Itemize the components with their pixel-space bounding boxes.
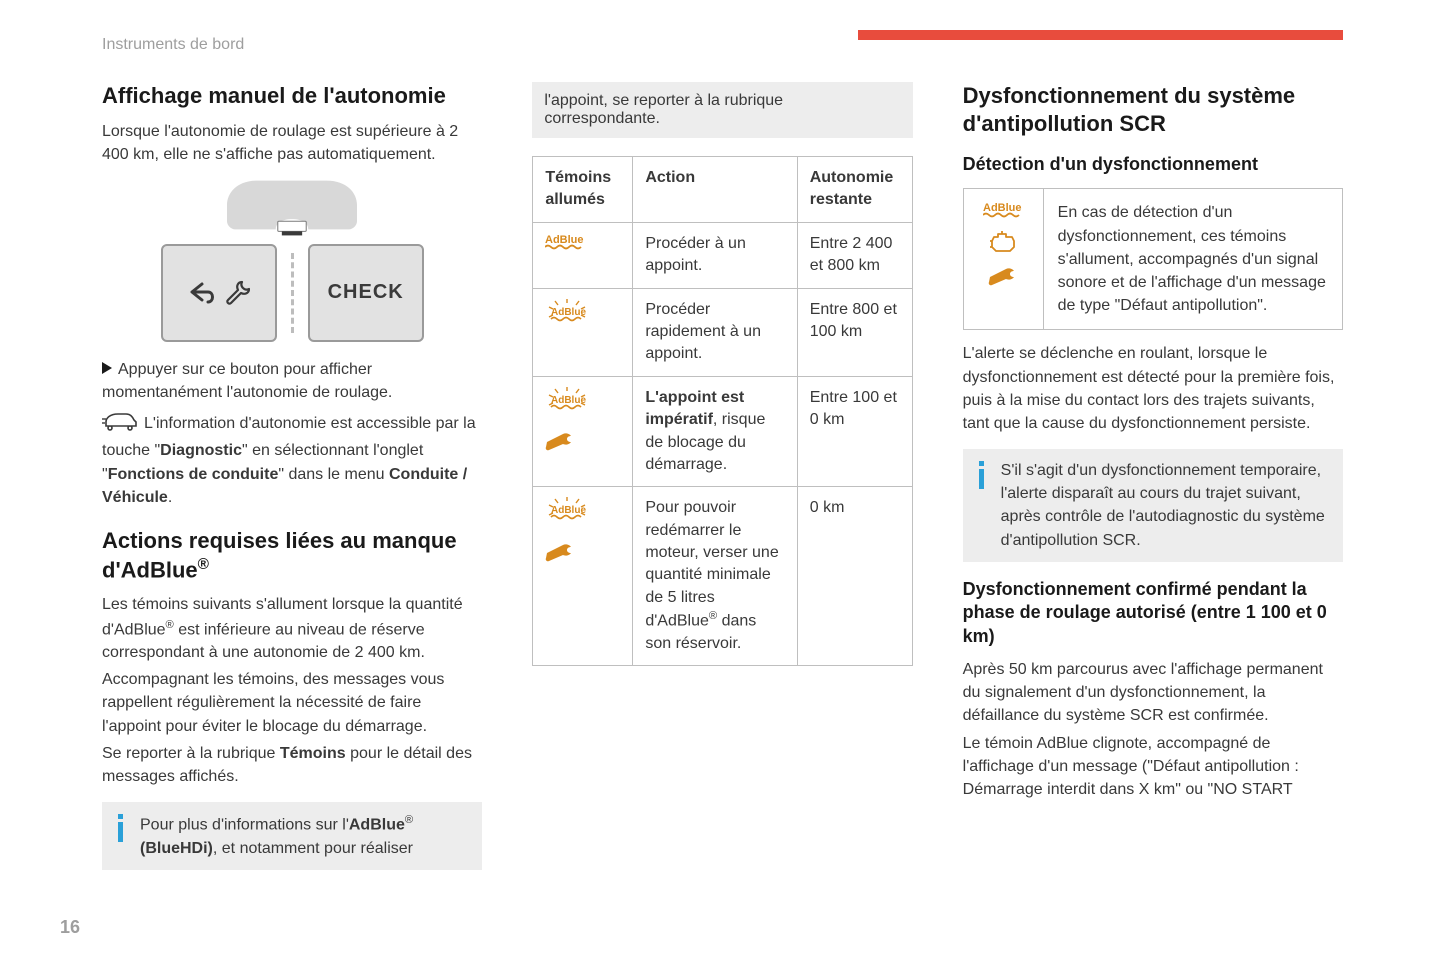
wrench-icon bbox=[224, 280, 250, 306]
back-wrench-button bbox=[161, 244, 277, 342]
range-cell: Entre 800 et 100 km bbox=[797, 288, 912, 376]
col3-p2: Après 50 km parcourus avec l'affichage p… bbox=[963, 658, 1343, 728]
adblue-flash-icon bbox=[545, 497, 591, 523]
range-cell: 0 km bbox=[797, 487, 912, 666]
t: Diagnostic bbox=[160, 442, 242, 459]
indicator-cell bbox=[533, 376, 633, 487]
indicator-cell bbox=[533, 222, 633, 288]
col1-heading-2: Actions requises liées au manque d'AdBlu… bbox=[102, 527, 482, 583]
range-cell: Entre 2 400 et 800 km bbox=[797, 222, 912, 288]
col1-heading: Affichage manuel de l'autonomie bbox=[102, 82, 482, 110]
content-columns: Affichage manuel de l'autonomie Lorsque … bbox=[102, 82, 1343, 870]
t: Actions requises liées au manque d'AdBlu… bbox=[102, 528, 457, 582]
buttons-illustration: CHECK bbox=[102, 244, 482, 342]
indicator-cell bbox=[533, 288, 633, 376]
info-continuation: l'appoint, se reporter à la rubrique cor… bbox=[532, 82, 912, 138]
table-row: L'appoint est impératif, risque de bloca… bbox=[533, 376, 912, 487]
malfunction-box: En cas de détection d'un dysfonctionneme… bbox=[963, 188, 1343, 330]
info-box-1: Pour plus d'informations sur l'AdBlue® (… bbox=[102, 802, 482, 870]
info-text: Pour plus d'informations sur l'AdBlue® (… bbox=[140, 812, 470, 860]
col3-subheading-1: Détection d'un dysfonctionnement bbox=[963, 153, 1343, 176]
indicator-cell bbox=[533, 487, 633, 666]
adblue-flash-icon bbox=[545, 299, 591, 325]
page-number: 16 bbox=[60, 917, 80, 938]
table-row: Procéder à un appoint. Entre 2 400 et 80… bbox=[533, 222, 912, 288]
t: , et notamment pour réaliser bbox=[213, 840, 413, 857]
col1-bullet-text: Appuyer sur ce bouton pour afficher mome… bbox=[102, 361, 392, 401]
info-box-2: S'il s'agit d'un dysfonctionnement tempo… bbox=[963, 449, 1343, 562]
wrench-orange-icon bbox=[988, 265, 1018, 287]
adblue-steady-icon bbox=[545, 233, 585, 251]
col1-bullet-line: Appuyer sur ce bouton pour afficher mome… bbox=[102, 358, 482, 404]
action-cell: Procéder rapidement à un appoint. bbox=[633, 288, 797, 376]
t: Se reporter à la rubrique bbox=[102, 745, 280, 762]
back-arrow-icon bbox=[188, 280, 216, 306]
column-3: Dysfonctionnement du système d'antipollu… bbox=[963, 82, 1343, 870]
col1-car-info: L'information d'autonomie est accessible… bbox=[102, 408, 482, 509]
car-icon bbox=[102, 408, 138, 439]
malfunction-text: En cas de détection d'un dysfonctionneme… bbox=[1044, 189, 1342, 329]
adblue-table: Témoins allumés Action Autonomie restant… bbox=[532, 156, 912, 666]
t: . bbox=[168, 489, 172, 506]
dashboard-illustration bbox=[102, 180, 482, 236]
range-cell: Entre 100 et 0 km bbox=[797, 376, 912, 487]
check-button: CHECK bbox=[308, 244, 424, 342]
t: " dans le menu bbox=[278, 466, 389, 483]
adblue-steady-icon bbox=[983, 201, 1023, 219]
col1-p2: Les témoins suivants s'allument lorsque … bbox=[102, 593, 482, 664]
info-text: S'il s'agit d'un dysfonctionnement tempo… bbox=[1001, 459, 1331, 552]
th-indicators: Témoins allumés bbox=[533, 157, 633, 223]
triangle-bullet-icon bbox=[102, 362, 112, 374]
adblue-flash-icon bbox=[545, 387, 591, 413]
column-2: l'appoint, se reporter à la rubrique cor… bbox=[532, 82, 912, 870]
wrench-orange-icon bbox=[545, 541, 575, 563]
col3-subheading-2: Dysfonctionnement confirmé pendant la ph… bbox=[963, 578, 1343, 648]
t: AdBlue bbox=[349, 816, 405, 833]
action-cell: Procéder à un appoint. bbox=[633, 222, 797, 288]
col3-p3: Le témoin AdBlue clignote, accompagné de… bbox=[963, 732, 1343, 802]
t: Pour plus d'informations sur l' bbox=[140, 816, 349, 833]
col1-intro: Lorsque l'autonomie de roulage est supér… bbox=[102, 120, 482, 166]
col1-p4: Se reporter à la rubrique Témoins pour l… bbox=[102, 742, 482, 788]
wrench-orange-icon bbox=[545, 430, 575, 452]
info-icon bbox=[114, 814, 128, 844]
action-cell: L'appoint est impératif, risque de bloca… bbox=[633, 376, 797, 487]
t: (BlueHDi) bbox=[140, 840, 213, 857]
col3-heading: Dysfonctionnement du système d'antipollu… bbox=[963, 82, 1343, 137]
col3-p1: L'alerte se déclenche en roulant, lorsqu… bbox=[963, 342, 1343, 435]
malfunction-icons bbox=[964, 189, 1044, 329]
accent-bar bbox=[858, 30, 1343, 40]
action-cell: Pour pouvoir redémarrer le moteur, verse… bbox=[633, 487, 797, 666]
column-1: Affichage manuel de l'autonomie Lorsque … bbox=[102, 82, 482, 870]
table-row: Procéder rapidement à un appoint. Entre … bbox=[533, 288, 912, 376]
t: Témoins bbox=[280, 745, 346, 762]
t: Fonctions de conduite bbox=[108, 466, 279, 483]
registered-mark: ® bbox=[405, 814, 413, 826]
info-icon bbox=[975, 461, 989, 491]
divider-dashed bbox=[291, 253, 294, 333]
section-header: Instruments de bord bbox=[102, 36, 244, 54]
registered-mark: ® bbox=[709, 610, 717, 622]
th-action: Action bbox=[633, 157, 797, 223]
col1-p3: Accompagnant les témoins, des messages v… bbox=[102, 668, 482, 738]
th-range: Autonomie restante bbox=[797, 157, 912, 223]
engine-icon bbox=[988, 231, 1018, 253]
table-row: Pour pouvoir redémarrer le moteur, verse… bbox=[533, 487, 912, 666]
registered-mark: ® bbox=[198, 556, 209, 573]
registered-mark: ® bbox=[166, 619, 174, 631]
